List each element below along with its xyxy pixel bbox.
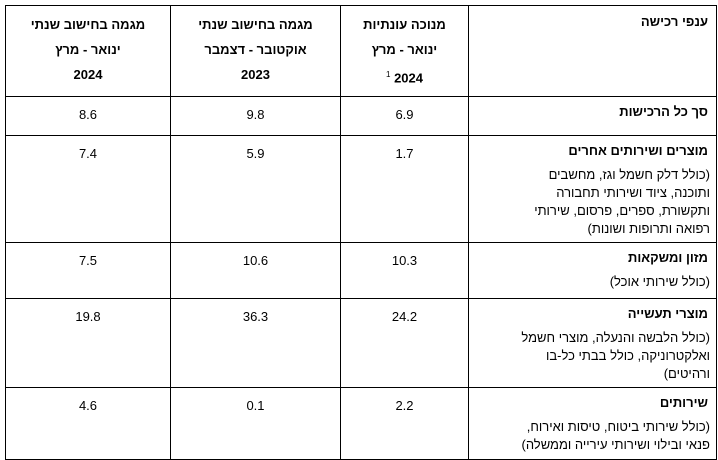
header-row: ענפי רכישה מנוכה עונתיות ינואר - מרץ 2024 1…: [5, 5, 717, 97]
row-description: (כולל שירותי ביטוח, טיסות ואירוח, פנאי ו…: [521, 419, 711, 452]
column-header: מגמה בחישוב שנתי ינואר - מרץ 2024: [5, 5, 171, 97]
row-label: מוצרי תעשייה (כולל הלבשה והנעלה, מוצרי חש…: [468, 298, 717, 388]
value-cell: 24.2: [340, 298, 469, 388]
header-year-line: 2024 1: [341, 62, 468, 90]
value-cell: 9.8: [170, 96, 341, 136]
value-cell: 0.1: [170, 387, 341, 460]
row-title: מזון ומשקאות: [628, 250, 708, 265]
value-cell: 4.6: [5, 387, 171, 460]
row-description: (כולל דלק חשמל וגז, מחשבים ותוכנה, ציוד …: [534, 167, 710, 236]
header-line: מנוכה עונתיות: [363, 17, 446, 32]
data-row: מזון ומשקאות (כולל שירותי אוכל) 10.3 10.6 7.…: [5, 242, 717, 299]
value-cell: 2.2: [340, 387, 469, 460]
value-cell: 5.9: [170, 135, 341, 243]
data-row: שירותים (כולל שירותי ביטוח, טיסות ואירוח,…: [5, 387, 717, 460]
row-description: (כולל הלבשה והנעלה, מוצרי חשמל ואלקטרוני…: [521, 330, 710, 381]
data-row: סך כל הרכישות 6.9 9.8 8.6: [5, 96, 717, 136]
row-title: שירותים: [659, 395, 708, 410]
row-label: מוצרים ושירותים אחרים (כולל דלק חשמל וגז,…: [468, 135, 717, 243]
value-cell: 19.8: [5, 298, 171, 388]
header-year-line: 2024: [6, 62, 170, 87]
header-line: ינואר - מרץ: [55, 42, 121, 57]
row-description: (כולל שירותי אוכל): [609, 274, 710, 289]
row-title: מוצרי תעשייה: [627, 306, 708, 321]
data-table: ענפי רכישה מנוכה עונתיות ינואר - מרץ 2024 1…: [5, 5, 717, 460]
header-year: 2024: [73, 67, 103, 82]
value-cell: 1.7: [340, 135, 469, 243]
value-cell: 7.5: [5, 242, 171, 299]
header-year-line: 2023: [171, 62, 340, 87]
data-row: מוצרים ושירותים אחרים (כולל דלק חשמל וגז,…: [5, 135, 717, 243]
value-cell: 10.6: [170, 242, 341, 299]
value-cell: 10.3: [340, 242, 469, 299]
category-header: ענפי רכישה: [468, 5, 717, 97]
row-title: מוצרים ושירותים אחרים: [568, 143, 708, 158]
header-line: מגמה בחישוב שנתי: [30, 17, 146, 32]
data-row: מוצרי תעשייה (כולל הלבשה והנעלה, מוצרי חש…: [5, 298, 717, 388]
row-label: סך כל הרכישות: [468, 96, 717, 136]
value-cell: 6.9: [340, 96, 469, 136]
header-line: אוקטובר - דצמבר: [204, 42, 307, 57]
footnote-mark: 1: [386, 70, 391, 79]
row-label: מזון ומשקאות (כולל שירותי אוכל): [468, 242, 717, 299]
row-title: סך כל הרכישות: [619, 104, 708, 119]
value-cell: 8.6: [5, 96, 171, 136]
header-year: 2024: [394, 70, 423, 86]
value-cell: 36.3: [170, 298, 341, 388]
value-cell: 7.4: [5, 135, 171, 243]
header-line: מגמה בחישוב שנתי: [198, 17, 313, 32]
header-line: ינואר - מרץ: [371, 42, 438, 57]
column-header: מגמה בחישוב שנתי אוקטובר - דצמבר 2023: [170, 5, 341, 97]
header-year: 2023: [241, 67, 270, 82]
column-header: מנוכה עונתיות ינואר - מרץ 2024 1: [340, 5, 469, 97]
row-label: שירותים (כולל שירותי ביטוח, טיסות ואירוח,…: [468, 387, 717, 460]
